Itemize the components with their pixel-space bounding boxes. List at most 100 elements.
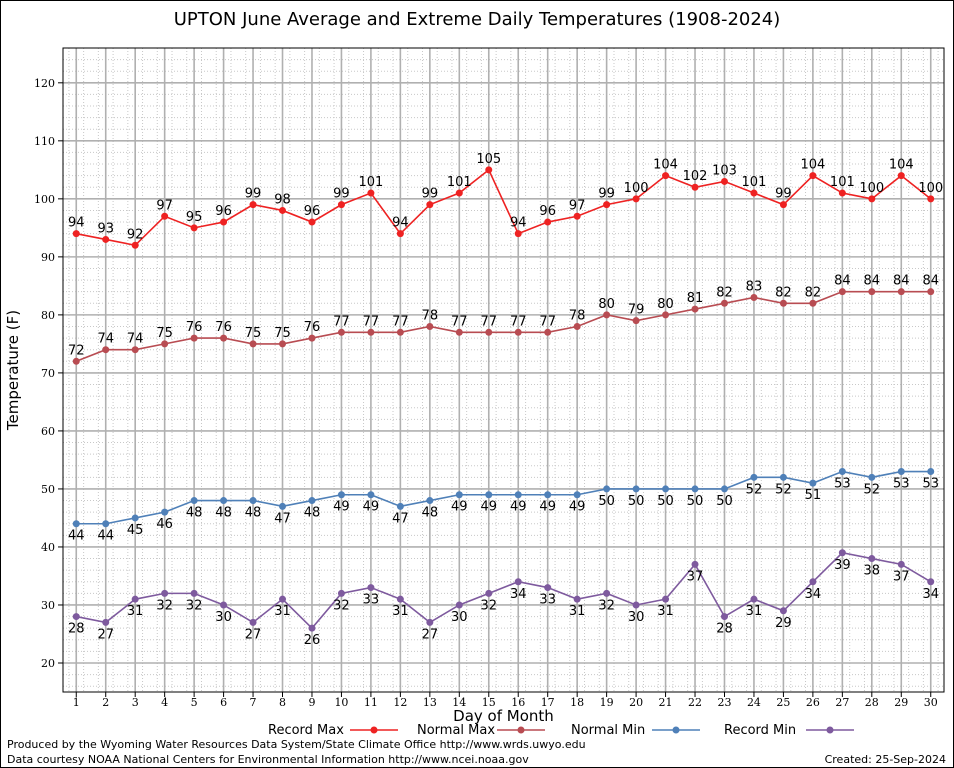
data-label: 77 <box>480 314 497 329</box>
data-label: 34 <box>922 587 939 602</box>
data-point <box>161 212 169 220</box>
x-tick-label: 20 <box>629 696 643 709</box>
chart-title: UPTON June Average and Extreme Daily Tem… <box>173 9 781 30</box>
data-label: 96 <box>215 204 232 219</box>
data-point <box>691 183 699 191</box>
data-point <box>868 195 876 203</box>
x-tick-label: 3 <box>132 696 139 709</box>
data-point <box>750 189 758 197</box>
data-point <box>279 340 287 348</box>
data-label: 101 <box>447 175 472 190</box>
data-label: 99 <box>775 187 792 202</box>
data-point <box>691 560 699 568</box>
legend-label: Normal Min <box>571 723 645 738</box>
y-tick-label: 120 <box>34 77 55 90</box>
data-label: 31 <box>657 604 674 619</box>
series-line-3 <box>76 551 932 630</box>
data-label: 76 <box>215 320 232 335</box>
plot-border <box>62 47 945 693</box>
x-tick-label: 2 <box>102 696 109 709</box>
data-label: 100 <box>918 181 943 196</box>
data-point <box>249 618 257 626</box>
data-label: 27 <box>245 627 262 642</box>
data-label: 45 <box>127 523 144 538</box>
data-point <box>131 241 139 249</box>
x-tick-label: 4 <box>161 696 168 709</box>
data-label: 49 <box>569 500 586 515</box>
data-point <box>750 595 758 603</box>
data-label: 82 <box>716 285 733 300</box>
data-label: 77 <box>451 314 468 329</box>
data-label: 27 <box>422 627 439 642</box>
data-label: 75 <box>245 326 262 341</box>
data-label: 104 <box>653 158 678 173</box>
data-point <box>102 618 110 626</box>
data-point <box>396 328 404 336</box>
data-point <box>897 468 905 476</box>
data-label: 52 <box>775 482 792 497</box>
data-point <box>220 218 228 226</box>
data-point <box>190 224 198 232</box>
x-tick-label: 6 <box>220 696 227 709</box>
data-label: 79 <box>628 303 645 318</box>
data-point <box>72 613 80 621</box>
data-point <box>662 595 670 603</box>
data-label: 99 <box>422 187 439 202</box>
data-point <box>750 293 758 301</box>
data-label: 94 <box>510 216 527 231</box>
data-point <box>367 328 375 336</box>
x-tick-label: 28 <box>865 696 879 709</box>
x-tick-label: 29 <box>894 696 908 709</box>
data-label: 48 <box>215 506 232 521</box>
data-point <box>809 479 817 487</box>
data-label: 53 <box>893 477 910 492</box>
data-label: 52 <box>864 482 881 497</box>
x-tick-label: 24 <box>747 696 761 709</box>
data-label: 101 <box>358 175 383 190</box>
data-label: 34 <box>805 587 822 602</box>
data-point <box>927 578 935 586</box>
data-point <box>779 473 787 481</box>
data-point <box>249 340 257 348</box>
data-label: 105 <box>476 152 501 167</box>
x-tick-label: 13 <box>423 696 437 709</box>
data-point <box>367 189 375 197</box>
data-point <box>544 218 552 226</box>
data-label: 44 <box>68 529 85 544</box>
data-label: 83 <box>746 279 763 294</box>
y-tick-label: 60 <box>41 425 55 438</box>
plot-area <box>63 48 944 692</box>
data-point <box>838 189 846 197</box>
data-label: 37 <box>893 569 910 584</box>
data-point <box>72 357 80 365</box>
data-point <box>485 328 493 336</box>
data-point <box>720 485 728 493</box>
data-point <box>426 201 434 209</box>
data-label: 48 <box>304 506 321 521</box>
data-point <box>485 589 493 597</box>
data-label: 34 <box>510 587 527 602</box>
data-label: 32 <box>156 598 173 613</box>
data-point <box>337 589 345 597</box>
data-point <box>72 520 80 528</box>
data-label: 78 <box>422 308 439 323</box>
data-point <box>102 235 110 243</box>
legend-marker <box>370 726 378 734</box>
data-label: 49 <box>363 500 380 515</box>
legend-marker <box>672 726 680 734</box>
data-point <box>308 334 316 342</box>
data-label: 32 <box>598 598 615 613</box>
data-label: 51 <box>805 488 822 503</box>
data-label: 32 <box>186 598 203 613</box>
data-point <box>868 555 876 563</box>
data-label: 84 <box>834 274 851 289</box>
data-point <box>809 172 817 180</box>
data-point <box>455 601 463 609</box>
x-tick-label: 11 <box>364 696 378 709</box>
x-tick-label: 9 <box>308 696 315 709</box>
data-label: 84 <box>922 274 939 289</box>
data-point <box>131 346 139 354</box>
data-label: 49 <box>451 500 468 515</box>
data-point <box>779 607 787 615</box>
